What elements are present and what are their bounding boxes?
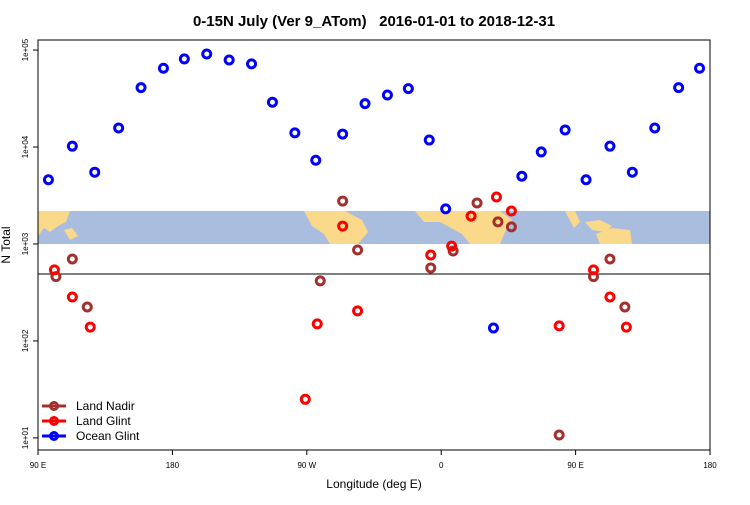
point xyxy=(490,191,502,203)
point xyxy=(135,82,147,94)
point xyxy=(337,220,349,232)
point xyxy=(352,244,364,256)
legend-marker xyxy=(49,401,59,411)
point xyxy=(178,53,190,65)
point xyxy=(201,48,213,60)
point xyxy=(516,170,528,182)
point xyxy=(311,318,323,330)
point xyxy=(440,203,452,215)
x-tick-label: 180 xyxy=(166,461,180,470)
point xyxy=(425,249,437,261)
x-tick-label: 0 xyxy=(439,461,444,470)
point xyxy=(352,305,364,317)
point xyxy=(487,322,499,334)
point xyxy=(553,429,565,441)
plot-frame xyxy=(37,39,711,451)
point xyxy=(314,275,326,287)
legend-label: Land Nadir xyxy=(76,399,135,413)
legend-marker xyxy=(49,416,59,426)
point xyxy=(673,82,685,94)
point xyxy=(299,393,311,405)
point xyxy=(423,134,435,146)
point xyxy=(604,291,616,303)
point xyxy=(246,58,258,70)
point xyxy=(425,262,437,274)
point xyxy=(471,197,483,209)
point xyxy=(604,140,616,152)
point xyxy=(604,253,616,265)
point xyxy=(505,221,517,233)
point xyxy=(580,174,592,186)
point xyxy=(337,128,349,140)
x-tick-label: 180 xyxy=(703,461,717,470)
x-tick-label: 90 E xyxy=(567,461,583,470)
point xyxy=(289,127,301,139)
point xyxy=(505,205,517,217)
point xyxy=(66,140,78,152)
x-tick-label: 90 E xyxy=(30,461,46,470)
legend-label: Land Glint xyxy=(76,414,131,428)
x-tick-label: 90 W xyxy=(297,461,316,470)
point xyxy=(492,216,504,228)
chart-title: 0-15N July (Ver 9_ATom) 2016-01-01 to 20… xyxy=(193,13,555,30)
point xyxy=(66,253,78,265)
point xyxy=(337,195,349,207)
point xyxy=(535,146,547,158)
y-tick-label: 1e+03 xyxy=(21,232,30,255)
point xyxy=(446,240,458,252)
y-tick-label: 1e+04 xyxy=(21,135,30,158)
point xyxy=(620,321,632,333)
point xyxy=(694,62,706,74)
point xyxy=(81,301,93,313)
point xyxy=(359,98,371,110)
y-tick-label: 1e+02 xyxy=(21,329,30,352)
y-tick-label: 1e+05 xyxy=(21,38,30,61)
point xyxy=(553,320,565,332)
point xyxy=(89,166,101,178)
point xyxy=(649,122,661,134)
point xyxy=(66,291,78,303)
point xyxy=(84,321,96,333)
y-axis-label: N Total xyxy=(0,226,13,263)
map-strip xyxy=(38,211,710,244)
point xyxy=(465,210,477,222)
y-tick-label: 1e+01 xyxy=(21,426,30,449)
point xyxy=(223,54,235,66)
legend-label: Ocean Glint xyxy=(76,429,140,443)
x-axis-label: Longitude (deg E) xyxy=(326,477,421,491)
point xyxy=(310,154,322,166)
point xyxy=(402,83,414,95)
legend-marker xyxy=(49,431,59,441)
point xyxy=(42,174,54,186)
point xyxy=(619,301,631,313)
point xyxy=(113,122,125,134)
point xyxy=(157,62,169,74)
point xyxy=(626,166,638,178)
point xyxy=(559,124,571,136)
point xyxy=(266,96,278,108)
point xyxy=(381,89,393,101)
point xyxy=(48,264,60,276)
point xyxy=(588,264,600,276)
